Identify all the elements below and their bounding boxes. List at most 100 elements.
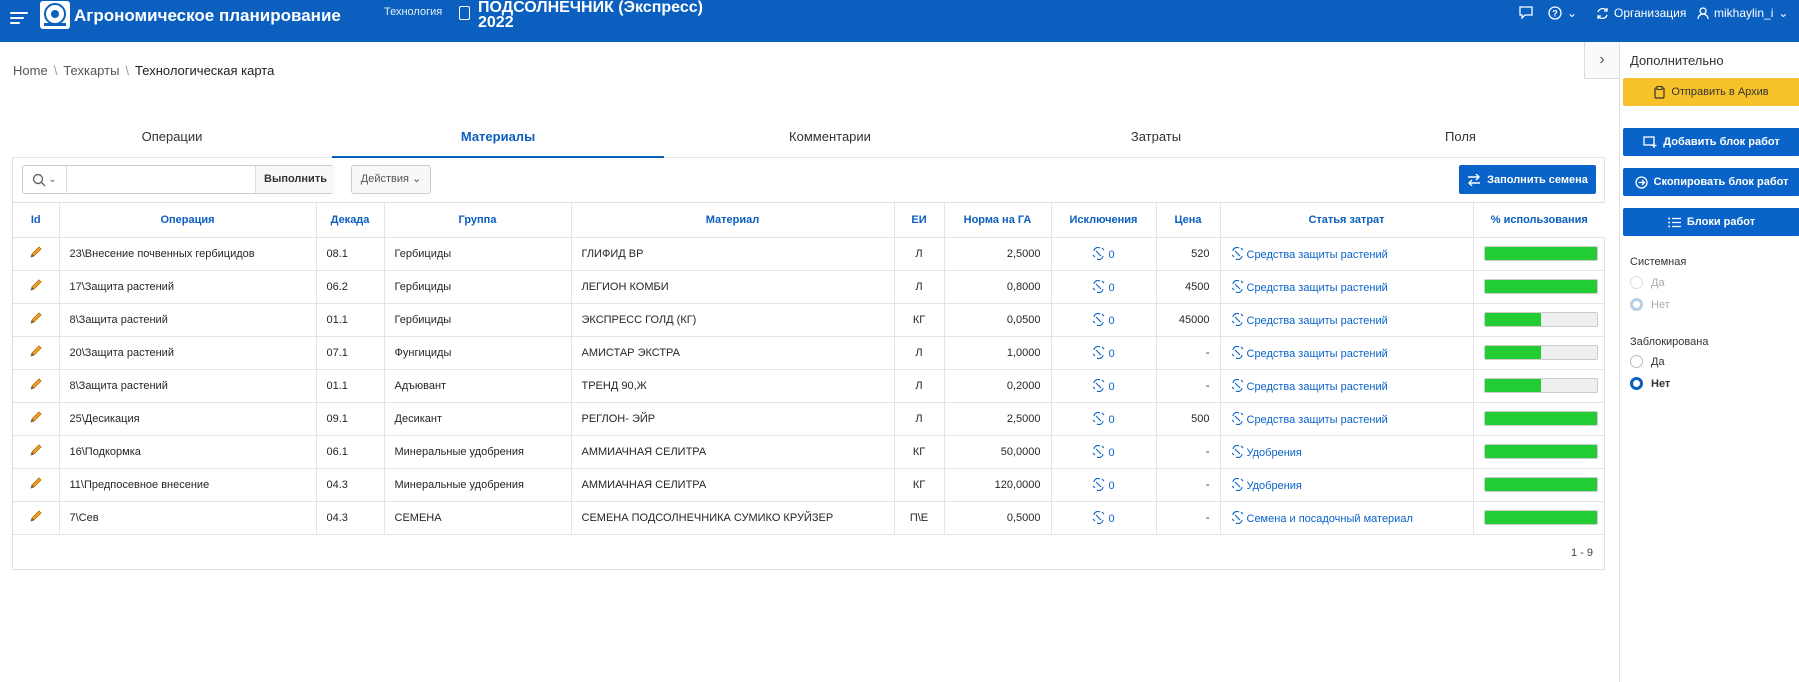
- blocks-label: Блоки работ: [1686, 216, 1756, 228]
- edit-cell[interactable]: [13, 270, 60, 304]
- tab-comments[interactable]: Комментарии: [789, 129, 871, 144]
- edit-icon: [30, 279, 42, 291]
- exclusions-link[interactable]: 0: [1051, 237, 1157, 271]
- column-header-price[interactable]: Цена: [1156, 203, 1221, 238]
- edit-cell[interactable]: [13, 336, 60, 370]
- cost-item-label: Семена и посадочный материал: [1246, 512, 1413, 525]
- edit-cell[interactable]: [13, 369, 60, 403]
- column-header-unit[interactable]: ЕИ: [894, 203, 945, 238]
- column-header-operation[interactable]: Операция: [59, 203, 317, 238]
- cost-item-label: Средства защиты растений: [1246, 248, 1388, 261]
- unit-cell: Л: [894, 369, 945, 403]
- radio-dot: [1630, 298, 1643, 311]
- cost-item-link[interactable]: Средства защиты растений: [1220, 336, 1474, 370]
- decade-cell: 06.2: [316, 270, 385, 304]
- norm-cell: 0,5000: [944, 501, 1052, 535]
- group-cell: Гербициды: [384, 270, 572, 304]
- decade-cell: 07.1: [316, 336, 385, 370]
- column-header-cost-item[interactable]: Статья затрат: [1220, 203, 1474, 238]
- search-input[interactable]: [68, 166, 254, 193]
- cost-item-link[interactable]: Средства защиты растений: [1220, 237, 1474, 271]
- locked-yes-radio[interactable]: Да: [1630, 355, 1665, 368]
- add-block-label: Добавить блок работ: [1663, 136, 1780, 148]
- exclusions-link[interactable]: 0: [1051, 336, 1157, 370]
- cost-item-link[interactable]: Средства защиты растений: [1220, 303, 1474, 337]
- cost-item-link[interactable]: Средства защиты растений: [1220, 270, 1474, 304]
- help-menu[interactable]: ? ⌄: [1548, 6, 1577, 20]
- exclusions-link[interactable]: 0: [1051, 468, 1157, 502]
- column-header-usage[interactable]: % использования: [1473, 203, 1605, 238]
- exclusions-link[interactable]: 0: [1051, 501, 1157, 535]
- edit-icon: [30, 444, 42, 456]
- unit-cell: Л: [894, 336, 945, 370]
- group-cell: Десикант: [384, 402, 572, 436]
- usage-progress-fill: [1484, 511, 1597, 524]
- cost-item-link[interactable]: Средства защиты растений: [1220, 369, 1474, 403]
- tab-fields[interactable]: Поля: [1445, 129, 1476, 144]
- tab-materials[interactable]: Материалы: [332, 120, 664, 158]
- exclusions-link[interactable]: 0: [1051, 303, 1157, 337]
- exclusions-link[interactable]: 0: [1051, 270, 1157, 304]
- tab-costs[interactable]: Затраты: [1130, 129, 1182, 144]
- operation-cell: 25\Десикация: [59, 402, 317, 436]
- exclusions-link[interactable]: 0: [1051, 369, 1157, 403]
- edit-cell[interactable]: [13, 402, 60, 436]
- send-to-archive-button[interactable]: Отправить в Архив: [1623, 78, 1799, 106]
- column-header-norm[interactable]: Норма на ГА: [944, 203, 1052, 238]
- usage-progress-bar: [1483, 345, 1598, 360]
- unit-cell: КГ: [894, 435, 945, 469]
- breadcrumb-techcards[interactable]: Техкарты: [63, 63, 120, 78]
- copy-work-block-button[interactable]: Скопировать блок работ: [1623, 168, 1799, 196]
- column-header-group[interactable]: Группа: [384, 203, 572, 238]
- column-header-decade[interactable]: Декада: [316, 203, 385, 238]
- operation-cell: 16\Подкормка: [59, 435, 317, 469]
- chat-icon[interactable]: [1519, 6, 1533, 19]
- usage-progress-fill: [1484, 478, 1597, 491]
- exclusion-icon: [1093, 378, 1105, 392]
- edit-cell[interactable]: [13, 303, 60, 337]
- cost-item-link[interactable]: Удобрения: [1220, 468, 1474, 502]
- unit-cell: П\Е: [894, 501, 945, 535]
- add-work-block-button[interactable]: Добавить блок работ: [1623, 128, 1799, 156]
- column-header-material[interactable]: Материал: [571, 203, 895, 238]
- exclusions-link[interactable]: 0: [1051, 402, 1157, 436]
- menu-icon[interactable]: [10, 9, 28, 27]
- price-cell: -: [1156, 435, 1221, 469]
- material-cell: АММИАЧНАЯ СЕЛИТРА: [571, 435, 895, 469]
- actions-menu-button[interactable]: Действия ⌄: [351, 165, 431, 194]
- column-header-id[interactable]: Id: [13, 203, 60, 238]
- norm-cell: 1,0000: [944, 336, 1052, 370]
- exclusions-link[interactable]: 0: [1051, 435, 1157, 469]
- unit-cell: Л: [894, 270, 945, 304]
- breadcrumb-home[interactable]: Home: [13, 63, 48, 78]
- app-title[interactable]: Агрономическое планирование: [74, 6, 341, 25]
- edit-cell[interactable]: [13, 237, 60, 271]
- cost-item-link[interactable]: Семена и посадочный материал: [1220, 501, 1474, 535]
- go-button[interactable]: Выполнить: [255, 166, 335, 193]
- price-cell: 4500: [1156, 270, 1221, 304]
- usage-progress-bar: [1483, 477, 1598, 492]
- collapse-panel-button[interactable]: ›: [1584, 42, 1620, 79]
- decade-cell: 08.1: [316, 237, 385, 271]
- decade-cell: 01.1: [316, 303, 385, 337]
- material-cell: СЕМЕНА ПОДСОЛНЕЧНИКА СУМИКО КРУЙЗЕР: [571, 501, 895, 535]
- locked-no-radio[interactable]: Нет: [1630, 377, 1670, 390]
- edit-cell[interactable]: [13, 435, 60, 469]
- cost-item-link[interactable]: Удобрения: [1220, 435, 1474, 469]
- column-header-exclusions[interactable]: Исключения: [1051, 203, 1157, 238]
- tab-operations[interactable]: Операции: [141, 129, 203, 144]
- breadcrumb-current: Технологическая карта: [135, 63, 275, 78]
- edit-cell[interactable]: [13, 468, 60, 502]
- organization-button[interactable]: Организация: [1596, 6, 1686, 20]
- work-blocks-button[interactable]: Блоки работ: [1623, 208, 1799, 236]
- edit-cell[interactable]: [13, 501, 60, 535]
- table-row: 11\Предпосевное внесение 04.3 Минеральные …: [13, 468, 1605, 502]
- fill-seeds-button[interactable]: Заполнить семена: [1459, 165, 1596, 194]
- app-logo[interactable]: [40, 1, 70, 29]
- user-menu[interactable]: mikhaylin_i ⌄: [1697, 6, 1788, 20]
- exclusion-icon: [1093, 411, 1105, 425]
- add-window-icon: [1643, 136, 1657, 148]
- table-row: 25\Десикация 09.1 Десикант РЕГЛОН- ЭЙР Л 2,50…: [13, 402, 1605, 436]
- search-column-selector[interactable]: ⌄: [23, 166, 67, 193]
- cost-item-link[interactable]: Средства защиты растений: [1220, 402, 1474, 436]
